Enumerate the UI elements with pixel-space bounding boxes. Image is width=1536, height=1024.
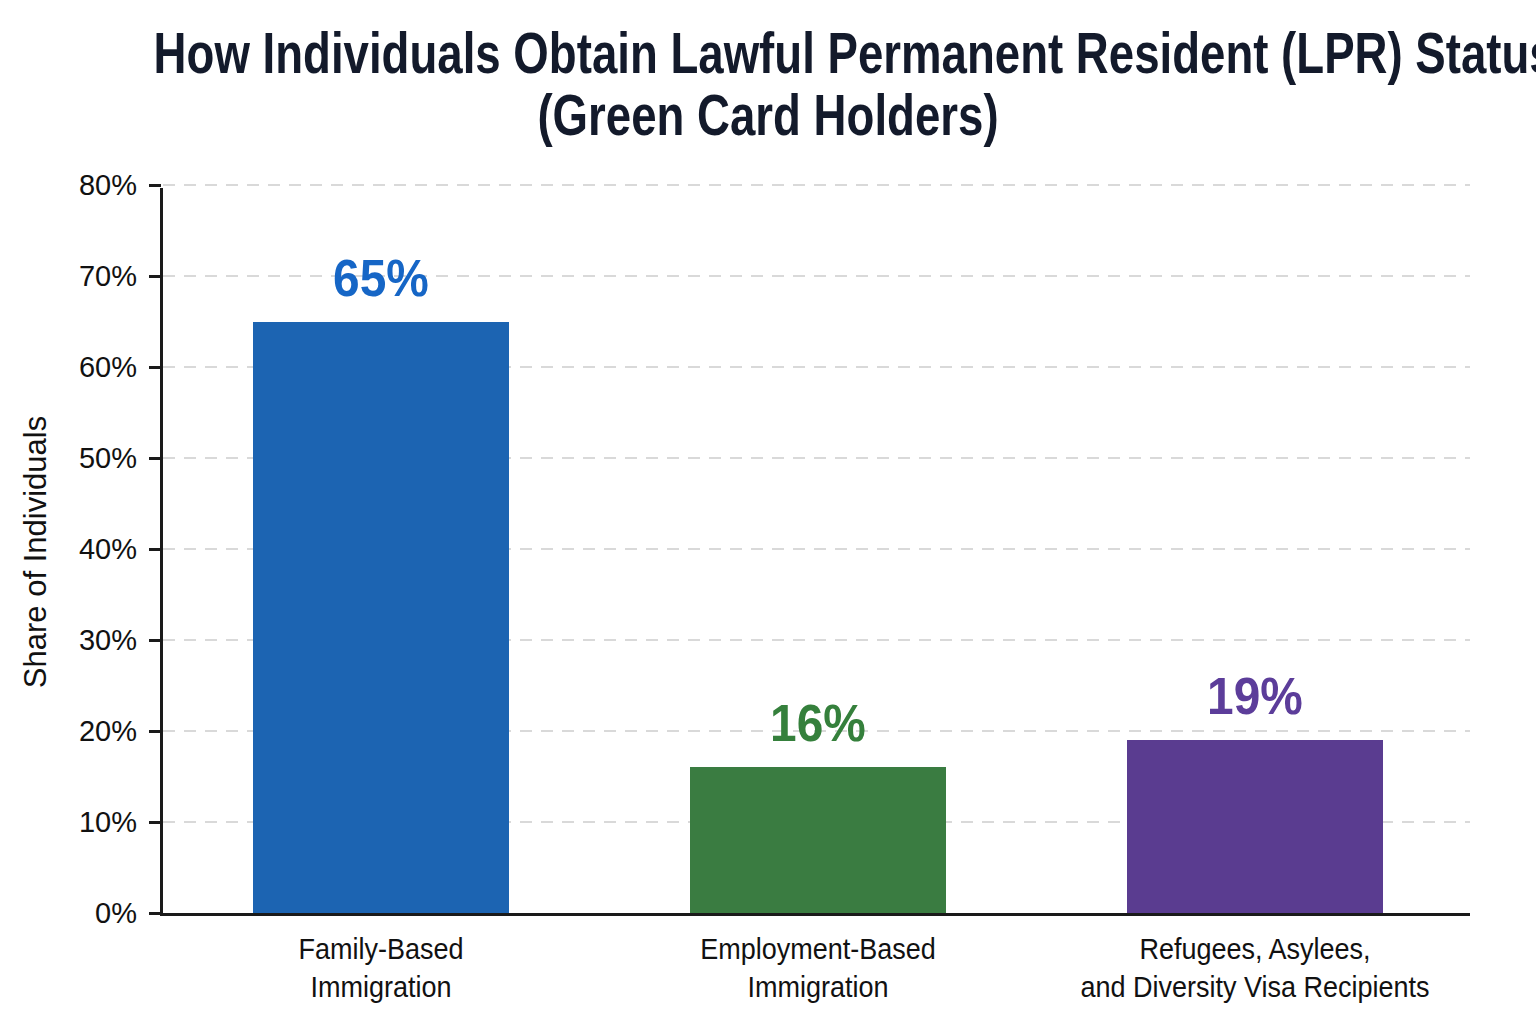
chart-title: How Individuals Obtain Lawful Permanent … <box>0 22 1536 146</box>
category-label-line2: Immigration <box>174 968 588 1006</box>
y-tick-30 <box>149 639 161 642</box>
chart-title-line1: How Individuals Obtain Lawful Permanent … <box>154 22 1383 84</box>
y-tick-80 <box>149 184 161 187</box>
y-tick-40 <box>149 548 161 551</box>
y-axis-title: Share of Individuals <box>18 416 54 688</box>
bar-value-label-3: 19% <box>1207 666 1303 726</box>
category-label-line2: Immigration <box>611 968 1025 1006</box>
y-tick-label-70: 70% <box>79 260 137 293</box>
y-tick-label-30: 30% <box>79 624 137 657</box>
plot-area: 0%10%20%30%40%50%60%70%80%65%Family-Base… <box>160 188 1470 916</box>
bar-1 <box>253 322 509 914</box>
category-label-3: Refugees, Asylees,and Diversity Visa Rec… <box>1048 930 1462 1006</box>
y-tick-70 <box>149 275 161 278</box>
category-label-1: Family-BasedImmigration <box>174 930 588 1006</box>
y-tick-60 <box>149 366 161 369</box>
bar-value-label-1: 65% <box>333 248 429 308</box>
bar-value-label-2: 16% <box>770 693 866 753</box>
category-label-line2: and Diversity Visa Recipients <box>1048 968 1462 1006</box>
y-tick-0 <box>149 912 161 915</box>
category-label-line1: Refugees, Asylees, <box>1048 930 1462 968</box>
y-tick-50 <box>149 457 161 460</box>
chart-title-line2: (Green Card Holders) <box>154 84 1383 146</box>
category-label-line1: Employment-Based <box>611 930 1025 968</box>
y-tick-label-80: 80% <box>79 169 137 202</box>
y-tick-label-0: 0% <box>95 897 137 930</box>
category-label-line1: Family-Based <box>174 930 588 968</box>
y-tick-label-50: 50% <box>79 442 137 475</box>
gridline-80 <box>163 184 1470 186</box>
y-tick-label-20: 20% <box>79 715 137 748</box>
bar-3 <box>1127 740 1383 913</box>
bar-2 <box>690 767 946 913</box>
y-tick-label-60: 60% <box>79 351 137 384</box>
chart-canvas: How Individuals Obtain Lawful Permanent … <box>0 0 1536 1024</box>
y-tick-label-40: 40% <box>79 533 137 566</box>
y-tick-label-10: 10% <box>79 806 137 839</box>
y-tick-10 <box>149 821 161 824</box>
y-tick-20 <box>149 730 161 733</box>
category-label-2: Employment-BasedImmigration <box>611 930 1025 1006</box>
